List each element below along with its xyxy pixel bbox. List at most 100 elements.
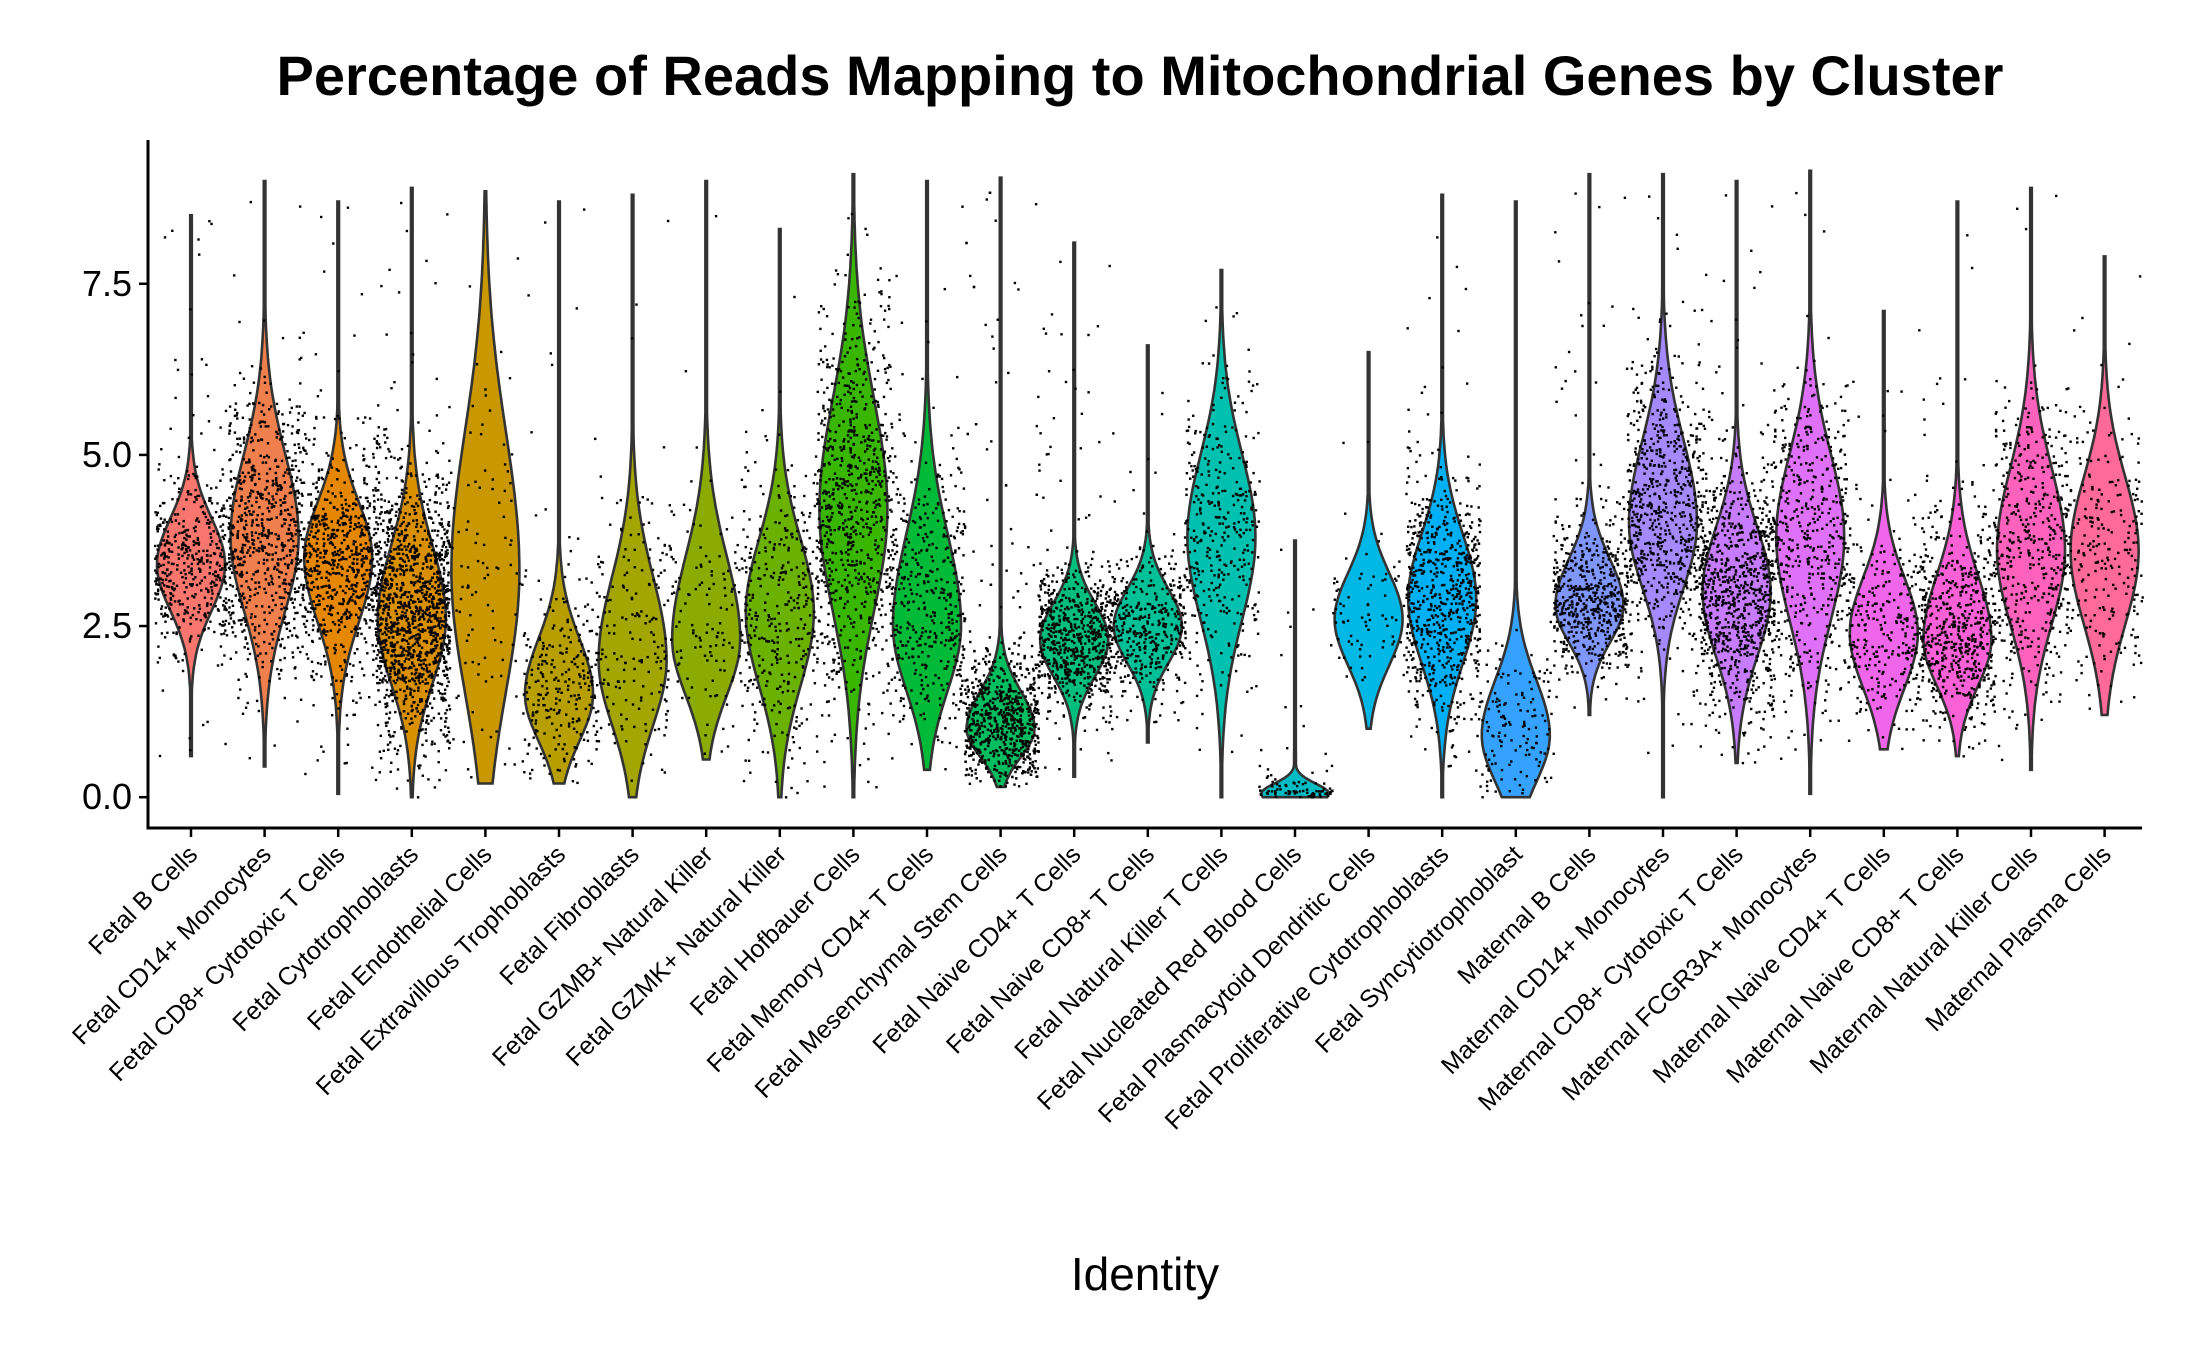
data-point [367, 549, 370, 553]
data-point [300, 504, 304, 507]
data-point [409, 472, 413, 475]
data-point [858, 764, 862, 767]
data-point [284, 572, 288, 576]
data-point [407, 623, 410, 626]
data-point [363, 479, 366, 482]
data-point [233, 476, 236, 480]
data-point [316, 395, 320, 398]
data-point [412, 505, 416, 508]
data-point [540, 653, 543, 657]
data-point [302, 527, 305, 531]
data-point [442, 583, 445, 587]
data-point [308, 438, 311, 442]
data-point [879, 482, 882, 485]
data-point [439, 729, 443, 732]
data-point [426, 554, 429, 557]
data-point [754, 611, 758, 614]
data-point [374, 486, 377, 490]
data-point [439, 600, 442, 603]
data-point [448, 405, 451, 409]
data-point [218, 622, 222, 626]
data-point [793, 606, 796, 610]
data-point [714, 215, 718, 218]
data-point [400, 492, 403, 495]
data-point [265, 479, 269, 483]
data-point [430, 628, 434, 631]
data-point [366, 580, 369, 583]
data-point [384, 702, 387, 706]
data-point [294, 459, 297, 462]
data-point [886, 585, 890, 589]
data-point [166, 568, 169, 571]
data-point [387, 566, 390, 569]
data-point [368, 608, 371, 611]
data-point [301, 593, 304, 596]
violin-fetal-natural-killer-t-cells [1186, 268, 1257, 799]
data-point [417, 653, 421, 656]
data-point [418, 600, 421, 603]
data-point [246, 642, 249, 645]
data-point [246, 433, 249, 437]
data-point [641, 762, 645, 765]
data-point [820, 470, 823, 473]
data-point [200, 589, 203, 592]
data-point [749, 624, 753, 627]
data-point [381, 681, 384, 684]
data-point [570, 660, 574, 664]
data-point [283, 656, 286, 660]
data-point [163, 612, 167, 615]
data-point [420, 646, 424, 649]
data-point [773, 617, 776, 620]
data-point [823, 534, 827, 537]
data-point [815, 735, 819, 738]
data-point [554, 676, 558, 680]
data-point [467, 483, 470, 487]
data-point [277, 576, 281, 579]
data-point [436, 644, 439, 647]
data-point [613, 741, 617, 745]
data-point [212, 572, 215, 576]
data-point [550, 363, 554, 367]
data-point [376, 681, 379, 685]
data-point [207, 627, 210, 630]
data-point [380, 578, 383, 582]
data-point [399, 606, 402, 609]
data-point [384, 511, 387, 514]
data-point [347, 546, 350, 549]
data-point [275, 430, 278, 434]
data-point [407, 626, 410, 629]
data-point [851, 484, 854, 488]
data-point [293, 626, 296, 630]
data-point [433, 649, 436, 652]
data-point [758, 551, 761, 554]
data-point [394, 710, 397, 714]
data-point [372, 489, 375, 492]
data-point [380, 671, 383, 675]
data-point [397, 676, 400, 679]
data-point [865, 489, 868, 492]
data-point [284, 591, 287, 594]
data-point [436, 451, 440, 454]
data-point [795, 727, 798, 730]
data-point [397, 669, 401, 673]
data-point [500, 674, 503, 678]
data-point [370, 587, 373, 591]
data-point [428, 429, 431, 432]
data-point [253, 547, 256, 550]
data-point [493, 638, 497, 642]
data-point [257, 581, 261, 584]
data-point [393, 659, 397, 662]
data-point [303, 584, 306, 587]
data-point [447, 730, 451, 734]
data-point [447, 574, 450, 577]
data-point [558, 709, 561, 712]
data-point [388, 521, 392, 524]
data-point [481, 423, 484, 426]
data-point [862, 372, 865, 376]
data-point [157, 468, 160, 471]
data-point [263, 421, 267, 424]
data-point [663, 657, 666, 660]
data-point [323, 608, 326, 611]
data-point [356, 571, 360, 574]
data-point [249, 588, 252, 591]
